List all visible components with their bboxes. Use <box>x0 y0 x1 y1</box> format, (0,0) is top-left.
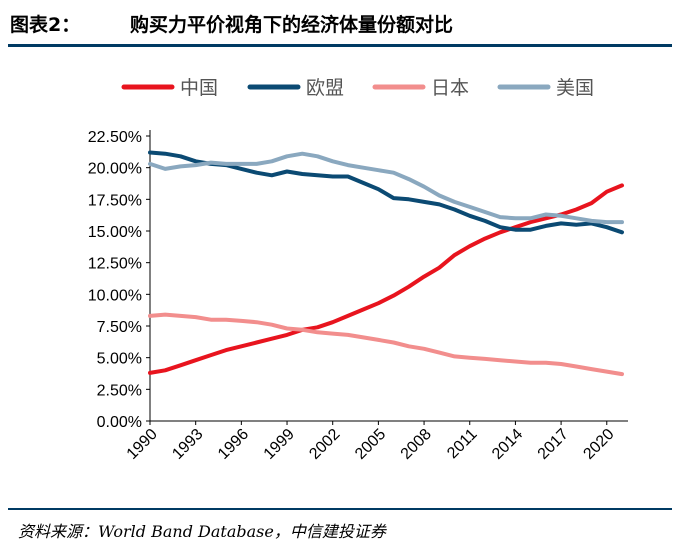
footer-rule <box>8 508 672 510</box>
chart-title: 购买力平价视角下的经济体量份额对比 <box>130 14 454 36</box>
x-tick-label: 1993 <box>169 426 206 463</box>
x-tick-label: 2002 <box>306 426 343 463</box>
x-axis: 1990 1993 1996 1999 2002 2005 2008 2011 2014 2017… <box>124 420 628 463</box>
series-line-3 <box>148 151 624 225</box>
y-tick-label: 17.50% <box>88 192 142 209</box>
y-tick-label: 5.00% <box>97 351 142 368</box>
x-tick-label: 2008 <box>398 426 435 463</box>
legend-label-1: 欧盟 <box>306 77 344 99</box>
x-tick-label: 2017 <box>535 426 572 463</box>
source-note: 资料来源：World Band Database，中信建投证券 <box>18 522 386 541</box>
y-tick-label: 12.50% <box>88 256 142 273</box>
figure-header: 图表2： 购买力平价视角下的经济体量份额对比 <box>10 10 670 40</box>
x-tick-label: 1996 <box>215 426 252 463</box>
legend-label-0: 中国 <box>180 77 218 99</box>
series-line-2 <box>148 312 624 377</box>
x-tick-label: 2020 <box>580 426 617 463</box>
y-tick-label: 0.00% <box>97 414 142 431</box>
y-tick-label: 20.00% <box>88 161 142 178</box>
x-tick-label: 2005 <box>352 426 389 463</box>
series-layer <box>148 150 624 377</box>
x-tick-label: 2011 <box>444 426 480 462</box>
series-line-0 <box>148 183 624 375</box>
y-tick-label: 2.50% <box>97 382 142 399</box>
y-tick-label: 10.00% <box>88 287 142 304</box>
x-tick-label: 1999 <box>261 426 298 463</box>
y-tick-label: 7.50% <box>97 319 142 336</box>
y-axis: 0.00% 2.50% 5.00% 7.50% 10.00% 12.50% 15.00% 17… <box>88 129 151 431</box>
header-rule <box>8 44 672 47</box>
x-tick-label: 1990 <box>124 426 161 463</box>
figure-label: 图表2： <box>10 14 81 36</box>
y-tick-label: 15.00% <box>88 224 142 241</box>
legend: 中国 欧盟 日本 美国 <box>121 77 594 99</box>
legend-label-2: 日本 <box>431 77 469 99</box>
legend-label-3: 美国 <box>556 77 594 99</box>
x-tick-label: 2014 <box>489 426 526 463</box>
y-tick-label: 22.50% <box>88 129 142 146</box>
